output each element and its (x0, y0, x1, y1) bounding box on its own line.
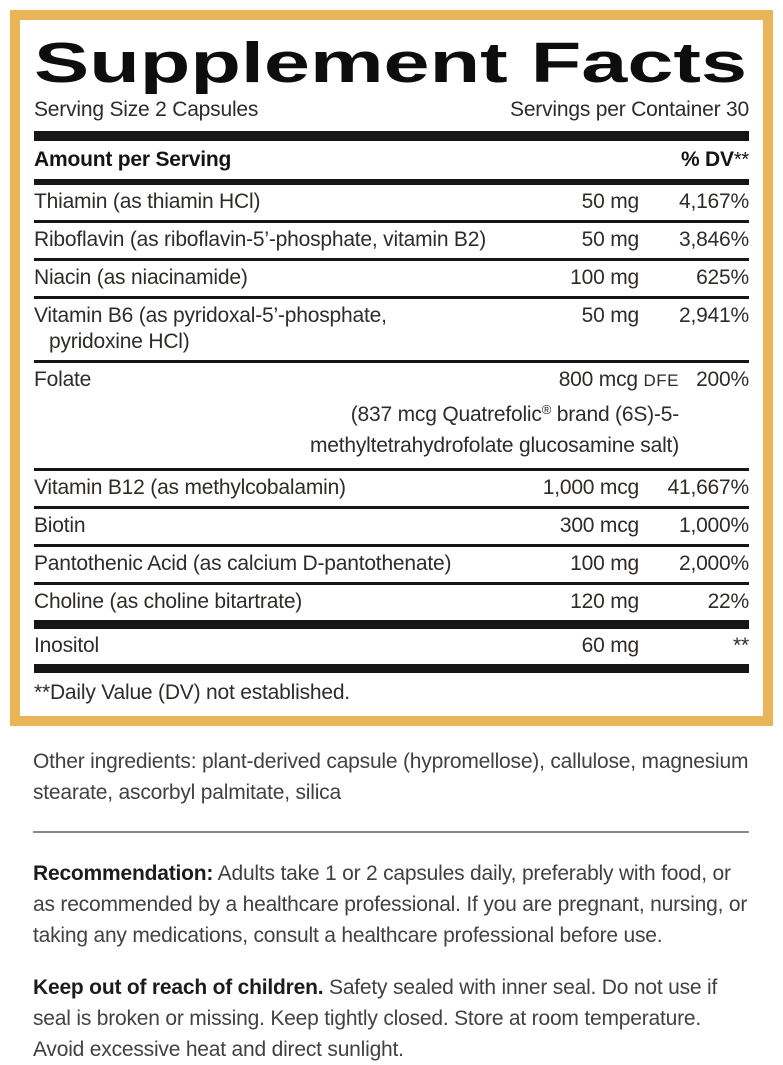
nutrient-dv: 2,000% (678, 552, 749, 575)
nutrient-row-riboflavin: Riboflavin (as riboflavin-5’-phosphate, … (34, 223, 749, 261)
nutrient-name: Vitamin B6 (as pyridoxal-5’-phosphate, p… (34, 304, 387, 353)
nutrient-dv: ** (733, 634, 749, 657)
nutrient-name: Riboflavin (as riboflavin-5’-phosphate, … (34, 228, 487, 251)
nutrient-name: Choline (as choline bitartrate) (34, 590, 303, 613)
column-header-dv: % DV** (680, 148, 749, 171)
divider-bar-thick (34, 131, 749, 141)
nutrient-dv: 200% (696, 368, 749, 391)
divider-bar-heavy (34, 620, 749, 629)
nutrient-amount: 1,000 mcg (542, 476, 639, 499)
supplement-facts-panel: Supplement Facts Serving Size 2 Capsules… (10, 10, 773, 726)
nutrient-amount: 300 mcg (559, 514, 639, 537)
serving-size-text: Serving Size 2 Capsules (34, 98, 259, 121)
lower-text-area: Other ingredients: plant-derived capsule… (0, 746, 783, 1065)
nutrient-name: Biotin (34, 514, 86, 537)
nutrient-row-inositol: Inositol 60 mg ** (34, 629, 749, 664)
nutrient-row-thiamin: Thiamin (as thiamin HCl) 50 mg 4,167% (34, 185, 749, 223)
nutrient-row-choline: Choline (as choline bitartrate) 120 mg 2… (34, 585, 749, 620)
servings-per-container-text: Servings per Container 30 (510, 98, 749, 121)
panel-title-graphic: Supplement Facts (34, 32, 747, 94)
nutrient-row-pantothenic-acid: Pantothenic Acid (as calcium D-pantothen… (34, 547, 749, 585)
nutrient-amount: 800 mcg DFE (558, 368, 679, 391)
serving-info-row: Serving Size 2 Capsules Servings per Con… (34, 94, 749, 131)
column-header-amount: Amount per Serving (34, 148, 232, 171)
recommendation-label: Recommendation: (33, 862, 214, 885)
page-title: Supplement Facts (34, 32, 747, 94)
recommendation-paragraph: Recommendation: Adults take 1 or 2 capsu… (33, 862, 748, 947)
folate-source-detail: (837 mcg Quatrefolic® brand (6S)-5- meth… (309, 402, 679, 457)
registered-trademark-symbol: ® (541, 402, 552, 417)
nutrient-name: Folate (34, 368, 92, 391)
daily-value-footnote: **Daily Value (DV) not established. (34, 681, 350, 704)
nutrient-dv: 22% (707, 590, 750, 613)
dv-asterisks: ** (733, 149, 749, 171)
nutrient-row-vitamin-b12: Vitamin B12 (as methylcobalamin) 1,000 m… (34, 471, 749, 509)
nutrient-name: Inositol (34, 634, 99, 657)
dfe-unit-label: DFE (643, 371, 679, 390)
nutrient-name: Niacin (as niacinamide) (34, 266, 248, 289)
nutrient-name: Pantothenic Acid (as calcium D-pantothen… (34, 552, 452, 575)
nutrient-row-vitamin-b6: Vitamin B6 (as pyridoxal-5’-phosphate, p… (34, 299, 749, 363)
nutrient-name: Thiamin (as thiamin HCl) (34, 190, 261, 213)
children-warning-label: Keep out of reach of children. (33, 976, 324, 999)
nutrient-amount: 100 mg (570, 552, 639, 575)
nutrient-row-biotin: Biotin 300 mcg 1,000% (34, 509, 749, 547)
nutrient-row-folate: Folate 800 mcg DFE 200% (837 mcg Quatref… (34, 363, 749, 471)
children-warning-paragraph: Keep out of reach of children. Safety se… (33, 976, 718, 1061)
nutrient-amount: 120 mg (570, 590, 639, 613)
divider-bar-heavy (34, 664, 749, 673)
nutrient-dv: 625% (696, 266, 749, 289)
nutrient-row-niacin: Niacin (as niacinamide) 100 mg 625% (34, 261, 749, 299)
nutrient-dv: 2,941% (678, 304, 749, 327)
nutrient-amount: 50 mg (581, 304, 640, 327)
nutrient-dv: 41,667% (667, 476, 749, 499)
nutrient-amount: 60 mg (581, 634, 640, 657)
nutrient-dv: 3,846% (678, 228, 749, 251)
nutrient-amount: 100 mg (570, 266, 639, 289)
section-divider-rule (33, 831, 749, 833)
other-ingredients-paragraph: Other ingredients: plant-derived capsule… (33, 750, 749, 804)
divider-bar-medium (34, 179, 749, 185)
nutrient-name: Vitamin B12 (as methylcobalamin) (34, 476, 346, 499)
nutrient-dv: 4,167% (678, 190, 749, 213)
column-header-row: Amount per Serving % DV** (34, 141, 749, 179)
nutrient-dv: 1,000% (678, 514, 749, 537)
nutrient-amount: 50 mg (581, 228, 640, 251)
nutrient-amount: 50 mg (581, 190, 640, 213)
